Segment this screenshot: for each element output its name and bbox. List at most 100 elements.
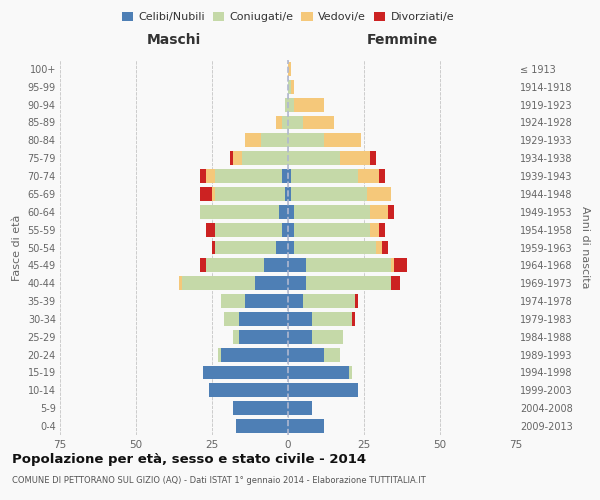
Bar <box>200 258 206 272</box>
Bar <box>206 222 215 236</box>
Text: Maschi: Maschi <box>147 34 201 48</box>
Bar <box>313 312 352 326</box>
Bar <box>276 240 288 254</box>
Bar <box>288 312 313 326</box>
Bar <box>288 222 294 236</box>
Bar <box>242 151 288 165</box>
Bar <box>212 240 215 254</box>
Bar <box>288 169 291 183</box>
Bar <box>306 276 391 290</box>
Bar <box>370 205 388 219</box>
Text: Popolazione per età, sesso e stato civile - 2014: Popolazione per età, sesso e stato civil… <box>12 452 366 466</box>
Bar <box>215 240 276 254</box>
Bar <box>263 258 288 272</box>
Bar <box>291 169 358 183</box>
Bar <box>239 312 288 326</box>
Bar <box>288 366 349 380</box>
Bar <box>224 312 239 326</box>
Bar <box>212 187 215 201</box>
Bar <box>376 240 382 254</box>
Bar <box>218 348 221 362</box>
Bar <box>288 205 294 219</box>
Bar <box>288 384 358 398</box>
Bar <box>233 401 288 415</box>
Bar <box>294 222 370 236</box>
Bar <box>294 240 376 254</box>
Bar <box>313 330 343 344</box>
Bar <box>288 401 313 415</box>
Bar <box>288 258 306 272</box>
Bar <box>288 240 294 254</box>
Bar <box>200 169 206 183</box>
Bar <box>215 187 285 201</box>
Bar <box>288 419 325 433</box>
Bar <box>355 294 358 308</box>
Bar <box>291 80 294 94</box>
Bar <box>288 348 325 362</box>
Bar <box>352 312 355 326</box>
Bar <box>288 187 291 201</box>
Bar <box>200 205 279 219</box>
Bar <box>306 258 391 272</box>
Bar <box>291 187 367 201</box>
Bar <box>254 276 288 290</box>
Bar <box>288 62 291 76</box>
Bar <box>340 151 370 165</box>
Bar <box>239 330 288 344</box>
Bar <box>379 169 385 183</box>
Bar <box>358 169 379 183</box>
Bar <box>285 98 288 112</box>
Bar <box>391 276 400 290</box>
Bar <box>349 366 352 380</box>
Bar <box>221 294 245 308</box>
Bar <box>288 98 294 112</box>
Bar <box>388 205 394 219</box>
Bar <box>245 294 288 308</box>
Bar <box>215 169 282 183</box>
Bar <box>288 134 325 147</box>
Bar <box>325 134 361 147</box>
Bar <box>179 276 182 290</box>
Bar <box>245 134 260 147</box>
Bar <box>282 116 288 130</box>
Bar <box>209 384 288 398</box>
Bar <box>260 134 288 147</box>
Bar <box>288 80 291 94</box>
Bar <box>276 116 282 130</box>
Bar <box>233 330 239 344</box>
Bar <box>206 258 263 272</box>
Bar <box>288 330 313 344</box>
Bar <box>382 240 388 254</box>
Y-axis label: Fasce di età: Fasce di età <box>12 214 22 280</box>
Bar <box>303 116 334 130</box>
Bar <box>182 276 254 290</box>
Bar <box>279 205 288 219</box>
Bar <box>288 294 303 308</box>
Bar <box>379 222 385 236</box>
Bar <box>294 98 325 112</box>
Bar <box>325 348 340 362</box>
Bar <box>288 276 306 290</box>
Legend: Celibi/Nubili, Coniugati/e, Vedovi/e, Divorziati/e: Celibi/Nubili, Coniugati/e, Vedovi/e, Di… <box>118 8 458 27</box>
Bar <box>215 222 282 236</box>
Y-axis label: Anni di nascita: Anni di nascita <box>580 206 590 289</box>
Bar <box>233 151 242 165</box>
Bar <box>282 169 288 183</box>
Bar <box>294 205 370 219</box>
Bar <box>303 294 355 308</box>
Bar <box>370 151 376 165</box>
Bar <box>230 151 233 165</box>
Bar <box>288 151 340 165</box>
Bar <box>200 187 212 201</box>
Bar <box>288 116 303 130</box>
Bar <box>394 258 407 272</box>
Bar <box>282 222 288 236</box>
Bar <box>203 366 288 380</box>
Bar <box>236 419 288 433</box>
Text: COMUNE DI PETTORANO SUL GIZIO (AQ) - Dati ISTAT 1° gennaio 2014 - Elaborazione T: COMUNE DI PETTORANO SUL GIZIO (AQ) - Dat… <box>12 476 426 485</box>
Bar <box>367 187 391 201</box>
Bar <box>221 348 288 362</box>
Bar <box>391 258 394 272</box>
Bar <box>206 169 215 183</box>
Bar <box>370 222 379 236</box>
